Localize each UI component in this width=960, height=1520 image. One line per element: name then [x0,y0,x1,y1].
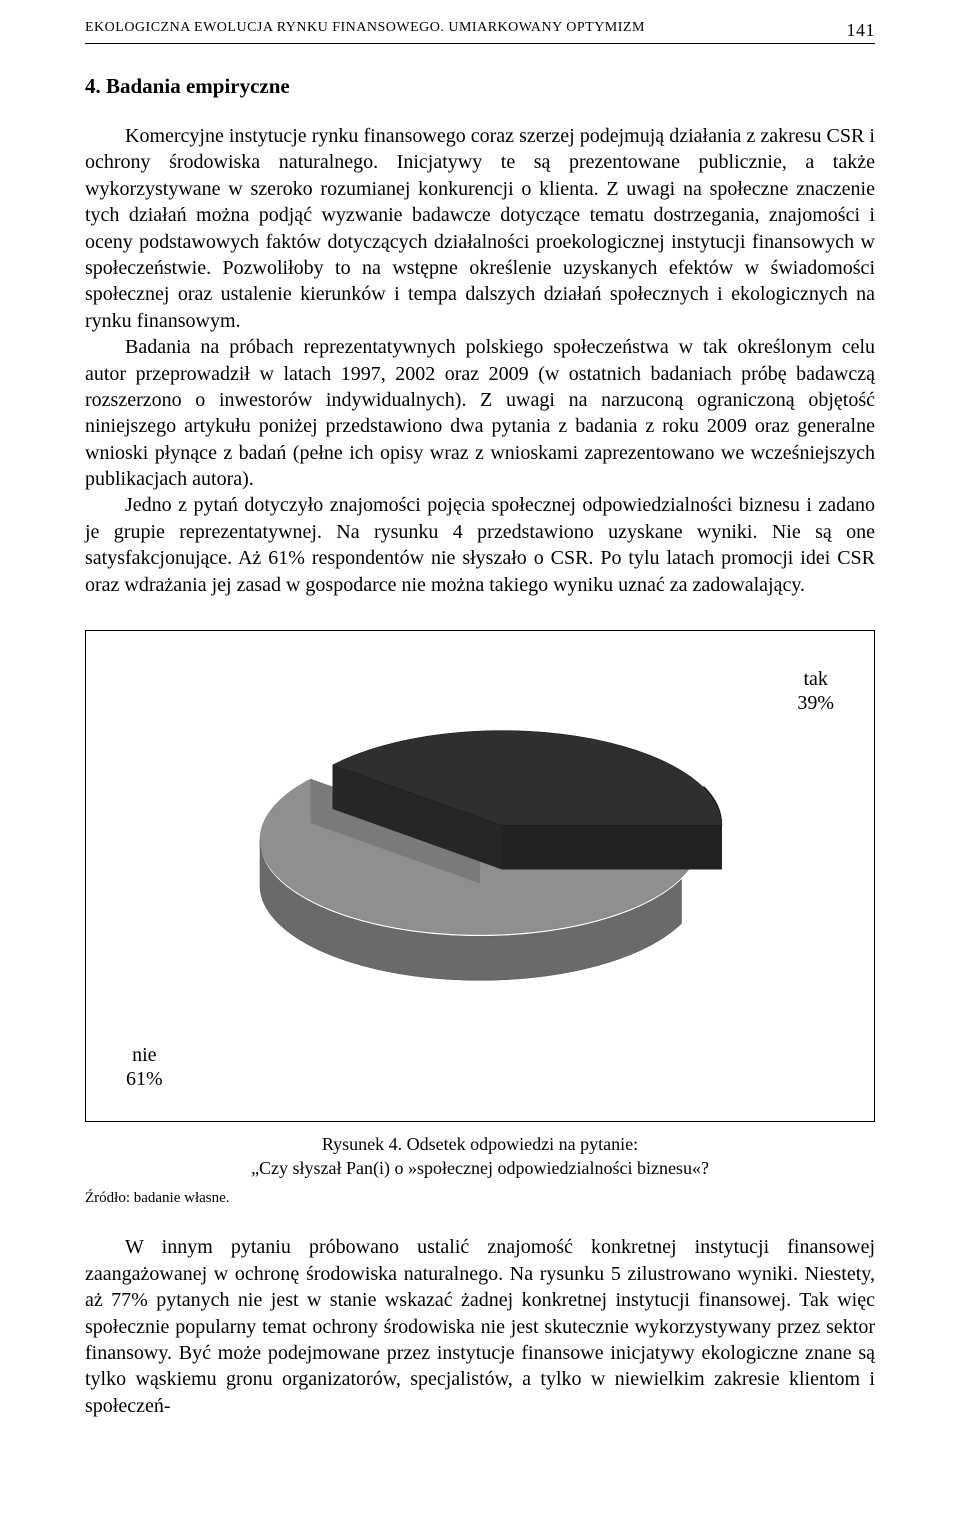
pie-label-tak-text: tak [803,668,827,690]
paragraph-3: Jedno z pytań dotyczyło znajomości pojęc… [85,492,875,598]
header-title: EKOLOGICZNA EWOLUCJA RYNKU FINANSOWEGO. … [85,20,645,41]
page-number: 141 [847,20,876,41]
paragraph-2: Badania na próbach reprezentatywnych pol… [85,334,875,492]
pie-svg [200,689,760,1009]
page-container: EKOLOGICZNA EWOLUCJA RYNKU FINANSOWEGO. … [0,0,960,1439]
pie-label-tak: tak 39% [797,667,834,715]
caption-line2: „Czy słyszał Pan(i) o »społecznej odpowi… [251,1158,709,1178]
figure-caption: Rysunek 4. Odsetek odpowiedzi na pytanie… [85,1132,875,1181]
caption-line1: Rysunek 4. Odsetek odpowiedzi na pytanie… [322,1134,638,1154]
pie-label-nie-text: nie [132,1044,156,1066]
pie-label-nie-value: 61% [126,1068,163,1090]
paragraph-4: W innym pytaniu próbowano ustalić znajom… [85,1234,875,1419]
running-head: EKOLOGICZNA EWOLUCJA RYNKU FINANSOWEGO. … [85,20,875,44]
paragraph-1: Komercyjne instytucje rynku finansowego … [85,123,875,334]
figure-4-container: tak 39% [85,630,875,1122]
pie-label-nie: nie 61% [126,1043,163,1091]
pie-label-tak-value: 39% [797,692,834,714]
section-heading: 4. Badania empiryczne [85,74,875,99]
pie-chart [200,689,760,1014]
figure-source: Źródło: badanie własne. [85,1189,875,1209]
